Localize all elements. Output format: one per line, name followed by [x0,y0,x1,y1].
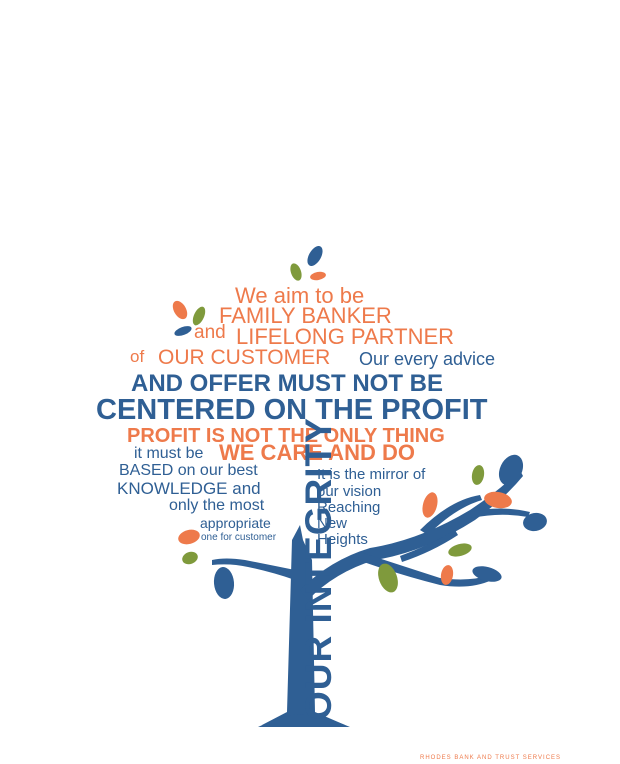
left-line-2: KNOWLEDGE and [117,479,261,498]
leaf-icon [523,512,547,532]
leaf-icon [178,529,200,545]
leaf-icon [448,543,472,557]
leaf-icon [182,551,198,565]
leaf-icon [172,300,188,320]
line-we-aim: We aim to be [235,283,365,308]
tree-branch-main [300,470,523,600]
right-line-2: our vision [317,483,382,500]
leaf-icon [192,306,206,326]
right-line-3: Reaching [317,499,381,516]
tree-root [258,714,350,727]
tree-branch-right [400,530,458,562]
line-it-must-be: it must be [134,445,204,462]
right-line-5: Heights [317,531,368,548]
leaf-icon [472,566,502,582]
leaf-icon [378,563,398,593]
line-and-offer: AND OFFER MUST NOT BE [131,370,443,397]
leaf-icon [310,271,326,281]
tree-branch-upper [420,495,482,535]
right-line-4: New [317,515,348,532]
footer-credit: RHODES BANK AND TRUST SERVICES [420,755,562,761]
leaf-icon [422,492,438,518]
left-line-1: BASED on our best [119,462,258,479]
leaf-icon [498,454,524,486]
left-line-4: appropriate [200,515,271,531]
leaf-icon [471,465,485,485]
tree-trunk [262,525,345,725]
line-lifelong-partner: LIFELONG PARTNER [236,324,455,349]
trunk-text-our-integrity: OUR INTEGRITY [298,417,339,720]
line-family-banker: FAMILY BANKER [219,303,392,328]
line-and: and [194,322,226,343]
leaf-icon [174,326,192,336]
leaf-icon [440,565,454,585]
line-we-care: WE CARE AND DO [219,440,415,465]
line-profit: PROFIT IS NOT THE ONLY THING [127,425,445,447]
right-line-1: It is the mirror of [317,466,426,483]
line-of: of [130,347,145,366]
leaf-icon [484,491,512,509]
line-our-every-advice: Our every advice [359,349,496,369]
leaf-icon [307,246,323,266]
leaf-icon [290,263,302,281]
tree-branch-lower [358,552,492,587]
line-our-customer: OUR CUSTOMER [158,346,331,369]
left-line-5: one for customer [201,532,277,543]
left-line-3: only the most [169,497,265,514]
line-centered: CENTERED ON THE PROFIT [96,394,488,426]
leaf-icon [213,567,235,599]
tree-branch-left [212,558,295,580]
tree-branch-mid [470,508,530,518]
